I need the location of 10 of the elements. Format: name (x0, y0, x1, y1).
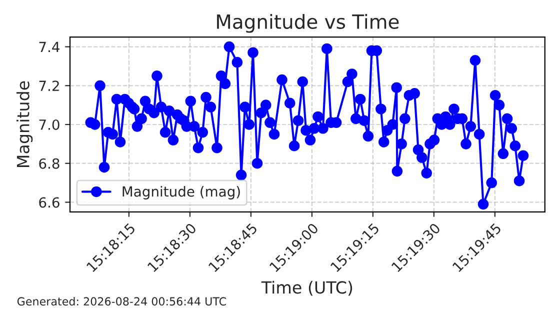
x-axis-title: Time (UTC) (261, 280, 352, 296)
legend-label: Magnitude (mag) (122, 186, 240, 200)
y-axis-title: Magnitude (16, 81, 33, 168)
chart-title: Magnitude vs Time (217, 14, 399, 33)
y-tick-label: 6.6 (39, 197, 60, 208)
text: Generated: 2026-08-24 00:56:44 UTC (17, 296, 226, 306)
y-tick-label: 7.2 (39, 80, 59, 91)
y-tick-label: 7.0 (39, 119, 60, 130)
y-tick-label: 7.4 (39, 42, 60, 52)
y-tick-label: 6.8 (39, 158, 60, 169)
